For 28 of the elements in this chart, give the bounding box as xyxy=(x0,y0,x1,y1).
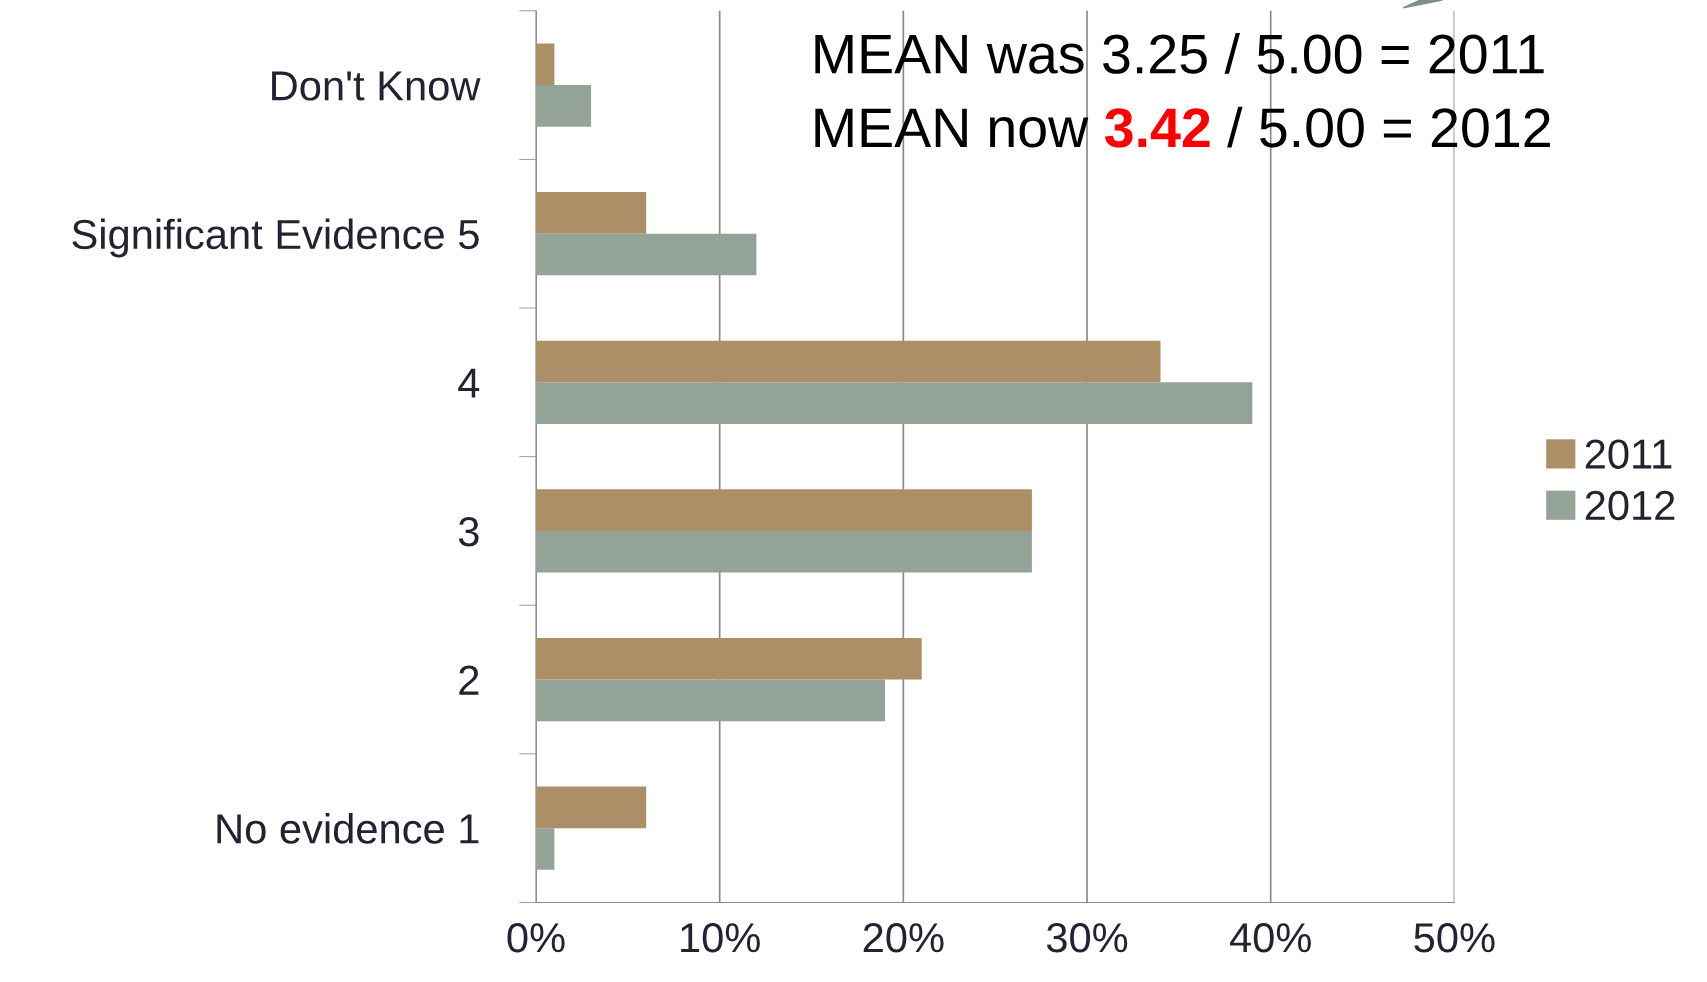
annotation: MEAN was 3.25 / 5.00 = 2011 xyxy=(815,33,1544,74)
bar xyxy=(536,85,592,127)
y-tick-label: 2 xyxy=(459,665,479,695)
bar xyxy=(536,786,647,829)
y-tick-label: No evidence 1 xyxy=(217,813,479,844)
bar xyxy=(536,489,1032,531)
bar xyxy=(536,233,757,276)
x-tick-label: 10% xyxy=(681,923,760,953)
y-tick-label: Don't Know xyxy=(272,71,481,101)
y-tick-label: 4 xyxy=(458,368,480,398)
y-tick-label: Significant Evidence 5 xyxy=(72,218,479,258)
bar xyxy=(536,679,885,722)
bar xyxy=(536,530,1032,573)
y-tick-label: 3 xyxy=(458,516,479,547)
x-tick-label: 20% xyxy=(863,923,944,953)
bar xyxy=(536,828,555,870)
annotation: MEAN now 3.42 / 5.00 = 2012 xyxy=(815,106,1550,148)
bar xyxy=(536,43,555,86)
x-tick-label: 30% xyxy=(1046,923,1128,953)
bar xyxy=(536,382,1253,424)
legend-label: 2012 xyxy=(1585,490,1675,521)
bar xyxy=(536,192,647,234)
bar xyxy=(536,340,1161,383)
bar xyxy=(536,637,922,680)
x-tick-label: 40% xyxy=(1229,923,1311,953)
x-tick-label: 0% xyxy=(507,923,565,953)
x-tick-label: 50% xyxy=(1414,923,1495,953)
legend-label: 2011 xyxy=(1585,439,1672,469)
